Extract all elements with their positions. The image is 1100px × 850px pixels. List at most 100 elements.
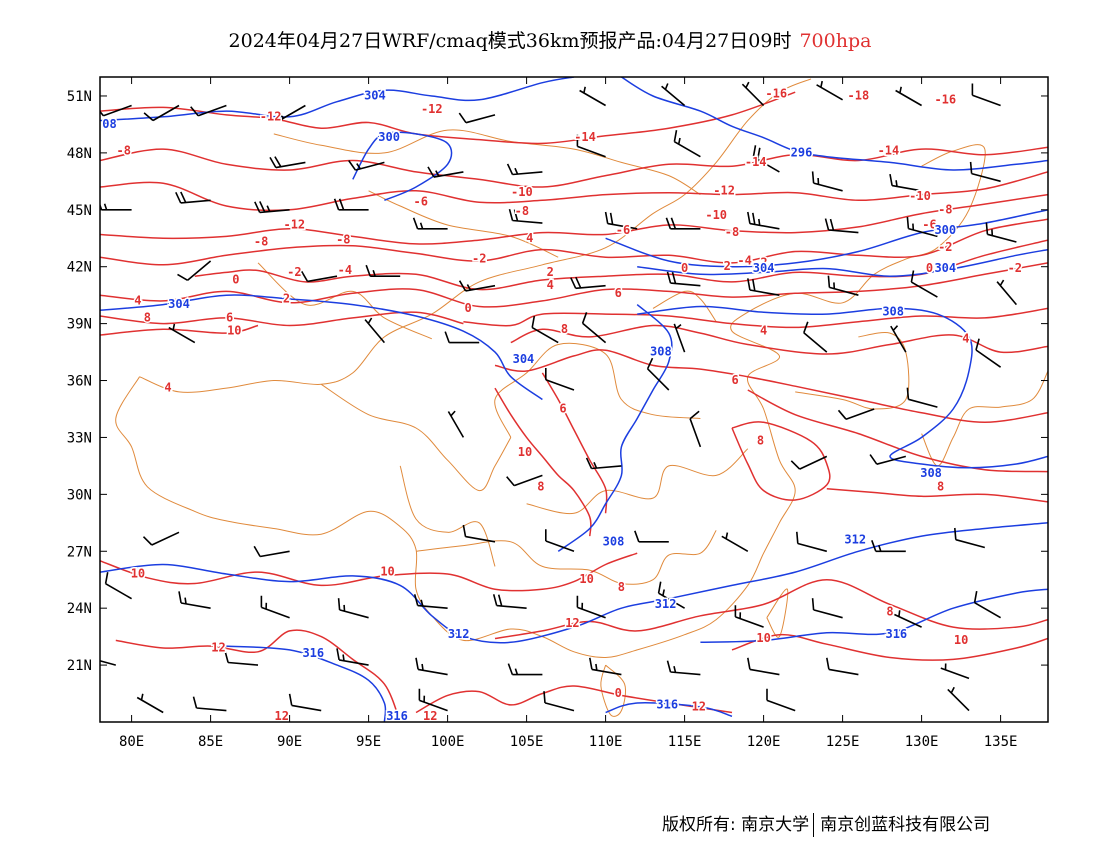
- x-tick-label: 130E: [905, 734, 939, 750]
- y-tick-label: 33N: [67, 430, 92, 446]
- wind-barb: [665, 217, 701, 230]
- height-contour: [621, 77, 1048, 171]
- wind-barb: [734, 605, 764, 628]
- temperature-contour: [731, 633, 1048, 661]
- temperature-contour: [100, 311, 464, 327]
- temperature-label: -2: [938, 240, 952, 254]
- temperature-label: 4: [760, 324, 767, 338]
- height-label: 316: [656, 697, 678, 711]
- temperature-label: -8: [515, 204, 529, 218]
- boundary-line: [795, 332, 910, 410]
- height-label: 304: [934, 261, 956, 275]
- wind-barb: [826, 657, 859, 676]
- height-contour: [226, 645, 387, 722]
- temperature-label: 12: [274, 709, 288, 723]
- boundary-line: [415, 530, 717, 585]
- x-tick-label: 125E: [826, 734, 860, 750]
- height-contour: [100, 294, 543, 401]
- map-frame: [99, 76, 1049, 723]
- temperature-label: -2: [753, 255, 767, 269]
- temperature-label: -10: [909, 189, 931, 203]
- wind-barb: [747, 278, 780, 296]
- wind-barb: [752, 145, 780, 173]
- wind-barb: [589, 657, 622, 676]
- wind-barb: [811, 171, 843, 192]
- wind-barb: [747, 211, 780, 230]
- wind-barb: [508, 208, 543, 224]
- wind-barb: [447, 410, 465, 438]
- height-label: 304: [364, 88, 386, 102]
- y-tick-label: 39N: [67, 317, 92, 333]
- wind-barb: [418, 688, 448, 712]
- wind-barb: [254, 201, 290, 214]
- temperature-label: 0: [681, 261, 688, 275]
- temperature-label: -14: [878, 143, 900, 157]
- temperature-contour: [115, 629, 401, 722]
- height-label: 316: [885, 627, 907, 641]
- height-label: 308: [603, 534, 625, 548]
- wind-barb: [975, 338, 1002, 368]
- wind-barb: [136, 693, 164, 714]
- temperature-label: 8: [937, 479, 944, 493]
- y-tick-label: 48N: [67, 146, 92, 162]
- y-tick-label: 21N: [67, 658, 92, 674]
- temperature-contour: [541, 372, 608, 514]
- temperature-label: 8: [144, 310, 151, 324]
- temperature-label: -6: [922, 217, 936, 231]
- wind-barb: [661, 83, 686, 107]
- y-tick-label: 30N: [67, 487, 92, 503]
- temperature-label: 0: [232, 272, 239, 286]
- wind-barb: [585, 457, 622, 470]
- wind-barb: [869, 454, 907, 465]
- temperature-label: 10: [518, 445, 532, 459]
- wind-barb: [721, 532, 749, 552]
- height-label: 312: [655, 597, 677, 611]
- temperature-label: 12: [423, 709, 437, 723]
- temperature-label: 0: [465, 301, 472, 315]
- copyright: 版权所有: 南京大学 南京创蓝科技有限公司: [662, 810, 990, 837]
- wind-barb: [278, 104, 306, 122]
- x-tick-label: 120E: [747, 734, 781, 750]
- x-tick-label: 135E: [984, 734, 1018, 750]
- wind-barb: [811, 598, 843, 619]
- temperature-label: -12: [260, 109, 282, 123]
- temperature-label: -16: [765, 87, 787, 101]
- wind-barb: [837, 408, 875, 420]
- temperature-label: 4: [134, 293, 141, 307]
- x-tick-label: 95E: [356, 734, 381, 750]
- temperature-label: 10: [954, 633, 968, 647]
- wind-barb: [142, 531, 180, 546]
- temperature-contour: [463, 307, 1048, 329]
- height-label: 296: [791, 145, 813, 159]
- temperature-label: 0: [615, 686, 622, 700]
- boundary-line: [320, 383, 512, 492]
- map-title: 2024年04月27日WRF/cmaq模式36km预报产品:04月27日09时 7…: [0, 26, 1100, 53]
- wind-barb: [890, 325, 907, 353]
- height-contour: [700, 588, 1048, 644]
- wind-barb: [634, 530, 669, 543]
- boundary-line: [368, 190, 559, 258]
- temperature-contour: [100, 91, 796, 145]
- temperature-label: -14: [574, 130, 596, 144]
- height-contours: [100, 77, 1048, 722]
- wind-barb: [906, 216, 938, 238]
- temperature-label: 6: [732, 373, 739, 387]
- wind-barb: [100, 203, 132, 211]
- temperature-contour: [100, 324, 259, 336]
- wind-barb: [531, 315, 559, 344]
- wind-barb: [253, 545, 290, 558]
- y-tick-label: 45N: [67, 203, 92, 219]
- temperature-label: 6: [226, 310, 233, 324]
- temperature-label: 4: [164, 381, 171, 395]
- wind-barb: [190, 104, 227, 117]
- temperature-label: -8: [254, 235, 268, 249]
- boundary-line: [652, 290, 717, 322]
- temperature-label: -4: [737, 254, 751, 268]
- temperature-contour: [100, 193, 1048, 245]
- wind-barb: [104, 572, 132, 600]
- temperature-contour: [731, 421, 831, 501]
- temperature-label: 10: [579, 572, 593, 586]
- wind-barb: [689, 410, 702, 448]
- wind-barb: [415, 657, 448, 676]
- wind-barb: [336, 648, 369, 666]
